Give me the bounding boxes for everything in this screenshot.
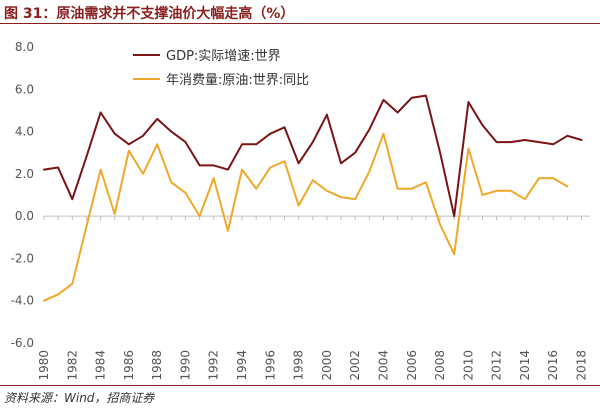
footer-divider: [0, 385, 600, 386]
x-tick-label: 1994: [235, 350, 249, 381]
series-line-1: [43, 94, 583, 218]
x-tick-label: 2018: [575, 350, 589, 381]
x-tick-label: 2002: [348, 350, 362, 381]
line-chart: 8.0 6.0 4.0 2.0 0.0 -2.0 -4.0 -6.0 1980 1982 1984…: [11, 40, 590, 381]
y-tick-label: 4.0: [15, 125, 34, 139]
x-tick-label: 1988: [150, 350, 164, 381]
y-tick-label: -4.0: [11, 294, 34, 308]
y-tick-label: 0.0: [15, 209, 34, 223]
chart-axes: [43, 215, 590, 221]
x-tick-label: 1992: [207, 350, 221, 381]
x-tick-label: 2004: [376, 350, 390, 381]
y-tick-label: 6.0: [15, 82, 34, 96]
x-tick-label: 1996: [263, 350, 277, 381]
chart-title: 图 31：原油需求并不支撑油价大幅走高（%）: [4, 6, 295, 22]
x-tick-label: 1982: [65, 350, 79, 381]
x-tick-label: 1998: [292, 350, 306, 381]
x-tick-label: 2014: [518, 350, 532, 381]
title-divider: [0, 23, 600, 24]
y-tick-label: 2.0: [15, 167, 34, 181]
series-lines: [43, 94, 583, 302]
x-tick-label: 1980: [37, 350, 51, 381]
x-tick-label: 1986: [122, 350, 136, 381]
x-axis-tick-labels: 1980 1982 1984 1986 1988 1990 1992 1994 1996 1998…: [37, 350, 589, 381]
legend-label-1: GDP:实际增速:世界: [166, 49, 281, 64]
x-tick-label: 2010: [461, 350, 475, 381]
y-tick-label: -2.0: [11, 251, 34, 265]
x-tick-label: 2000: [320, 350, 334, 381]
x-tick-label: 2006: [405, 350, 419, 381]
x-tick-label: 1990: [178, 350, 192, 381]
legend-label-2: 年消费量:原油:世界:同比: [166, 73, 309, 88]
y-tick-label: -6.0: [11, 336, 34, 350]
y-axis-tick-labels: 8.0 6.0 4.0 2.0 0.0 -2.0 -4.0 -6.0: [11, 40, 34, 350]
x-tick-label: 2012: [490, 350, 504, 381]
source-note: 资料来源：Wind，招商证券: [4, 391, 155, 405]
x-tick-label: 1984: [94, 350, 108, 381]
series-line-2: [43, 132, 569, 302]
x-tick-label: 2016: [546, 350, 560, 381]
y-tick-label: 8.0: [15, 40, 34, 54]
x-tick-label: 2008: [433, 350, 447, 381]
